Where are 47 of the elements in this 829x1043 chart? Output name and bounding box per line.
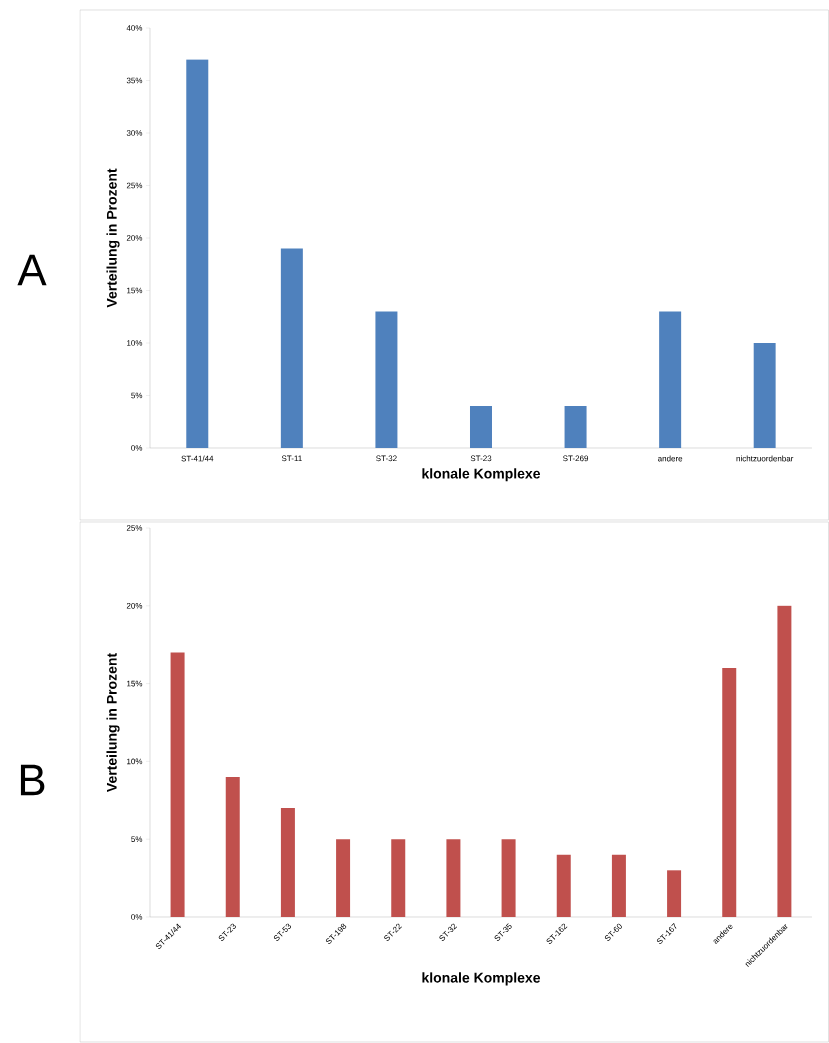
y-tick-label: 0% — [131, 914, 143, 920]
y-tick-label: 5% — [131, 392, 143, 399]
bar — [564, 405, 587, 448]
y-tick-label: 40% — [126, 25, 143, 31]
y-tick-label: 30% — [126, 130, 143, 136]
y-tick-label: 0% — [131, 445, 143, 451]
y-tick-label: 15% — [127, 287, 143, 294]
bar — [611, 854, 626, 917]
y-tick-label: 10% — [127, 758, 143, 765]
y-tick-label: 10% — [127, 340, 143, 346]
y-tick-label: 20% — [126, 602, 143, 609]
text: A — [17, 254, 47, 286]
y-tick-label: 20% — [126, 235, 143, 241]
y-tick-label: 35% — [126, 77, 143, 84]
y-tick-label: 5% — [131, 836, 143, 843]
bar — [336, 839, 351, 917]
bar — [556, 854, 571, 917]
bar — [375, 311, 398, 448]
bar — [186, 59, 209, 448]
bar — [777, 605, 792, 917]
y-axis-title: Verteilung in Prozent — [106, 653, 120, 793]
x-tick-label: ST-269 — [563, 455, 589, 462]
bar — [391, 839, 406, 917]
y-tick-label: 25% — [126, 182, 143, 189]
y-axis-title: Verteilung in Prozent — [106, 168, 120, 308]
bar — [753, 342, 776, 448]
x-tick-label: ST-41/44 — [181, 455, 214, 462]
x-tick-label: ST-23 — [470, 455, 492, 462]
bar — [446, 839, 461, 917]
bar — [280, 248, 303, 448]
bar — [722, 668, 737, 917]
x-tick-label: nichtzuordenbar — [736, 455, 794, 462]
bar — [170, 652, 185, 917]
y-tick-label: 15% — [127, 680, 143, 687]
bar — [280, 808, 295, 917]
text: B — [20, 764, 45, 796]
x-tick-label: ST-11 — [281, 455, 302, 462]
y-tick-label: 25% — [126, 525, 143, 531]
x-axis-title: klonale Komplexe — [422, 972, 541, 986]
bar — [501, 839, 516, 917]
x-axis-title: klonale Komplexe — [422, 468, 541, 482]
bar — [469, 405, 492, 448]
bar — [667, 870, 682, 917]
bar — [659, 311, 682, 448]
x-tick-label: andere — [658, 455, 683, 462]
bar — [225, 776, 240, 917]
x-tick-label: ST-32 — [376, 455, 397, 462]
